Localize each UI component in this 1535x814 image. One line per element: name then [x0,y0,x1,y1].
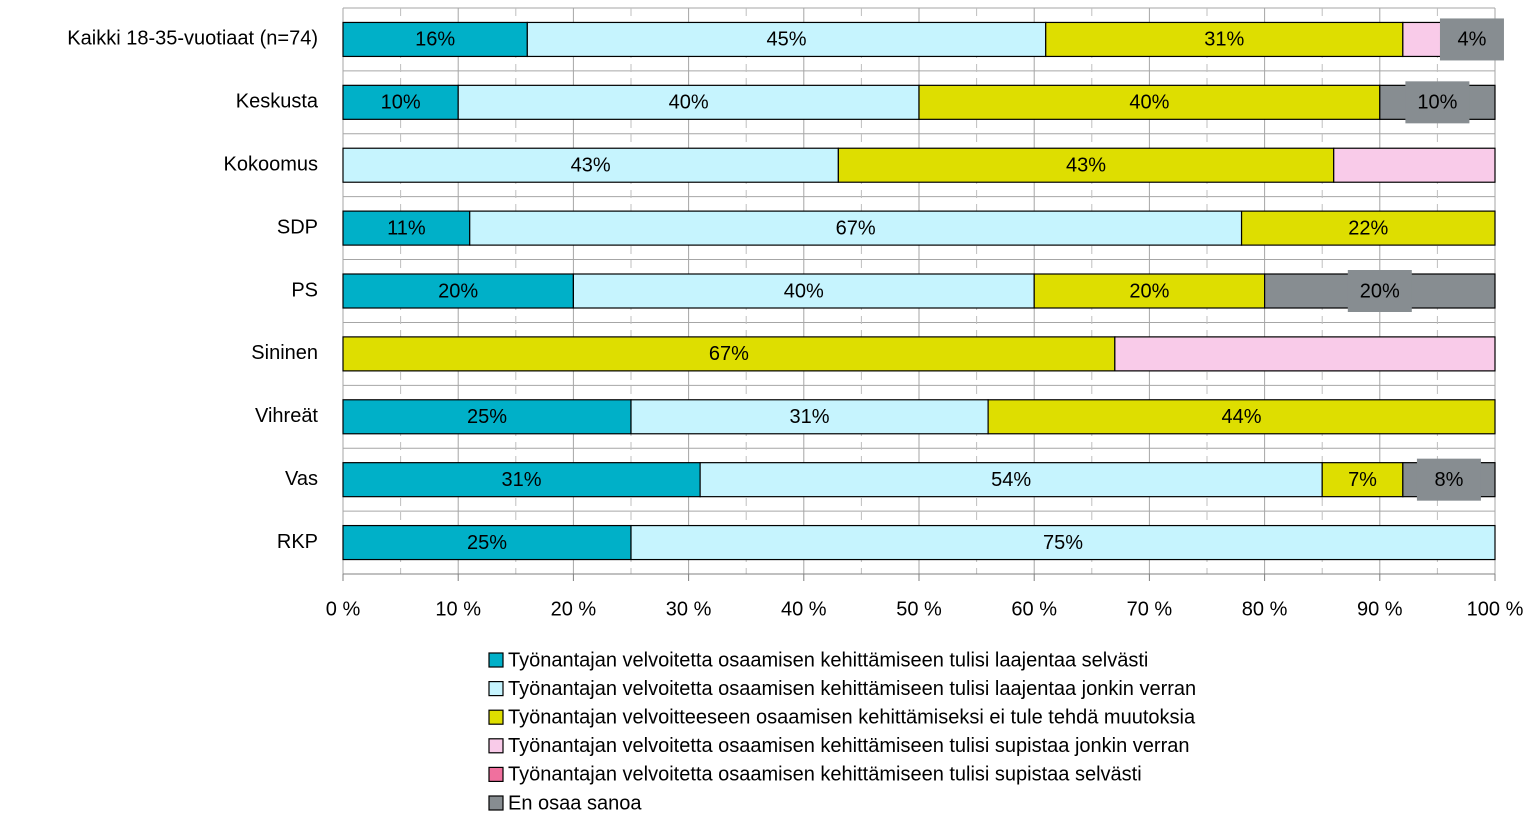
bar-segment [469,210,1243,246]
x-tick-label: 50 % [896,598,942,620]
x-tick-label: 80 % [1242,598,1288,620]
y-tick-label: Keskusta [236,91,319,113]
bar-segment [526,21,1047,58]
data-label: 7% [1348,469,1377,491]
data-label: 45% [767,29,807,51]
bar-segment [630,399,989,435]
bar-segment [1333,147,1496,183]
x-tick-label: 40 % [781,598,827,620]
x-tick-label: 100 % [1467,598,1524,620]
data-label: 22% [1348,217,1388,239]
legend-label: Työnantajan velvoitetta osaamisen kehitt… [508,678,1196,700]
legend-swatch [488,709,504,725]
legend-label: Työnantajan velvoitetta osaamisen kehitt… [508,764,1142,786]
bar-segment [1033,273,1266,309]
data-label: 31% [1204,29,1244,51]
legend-swatch [488,766,504,783]
bar-segment [342,273,574,309]
data-label: 40% [669,92,709,114]
y-tick-label: RKP [277,531,318,553]
x-tick-label: 10 % [435,598,481,620]
bar-segment [918,84,1381,120]
data-label: 31% [502,469,542,491]
y-tick-label: PS [291,279,318,301]
x-tick-label: 0 % [326,598,361,620]
label-box [1405,81,1470,124]
bar-segment [342,210,471,246]
data-label: 25% [467,406,507,428]
bar-segment [342,84,459,120]
data-label: 20% [438,280,478,302]
data-label: 43% [571,155,611,177]
legend-label: En osaa sanoa [508,792,642,814]
data-label: 40% [784,280,824,302]
y-tick-label: SDP [277,216,318,238]
legend-swatch [488,652,504,668]
bar-segment [630,524,1496,561]
legend-label: Työnantajan velvoitetta osaamisen kehitt… [508,649,1148,671]
data-label: 67% [836,217,876,239]
data-label: 11% [387,217,426,239]
bar-segment [837,147,1335,183]
bar-segment [1114,336,1496,372]
y-tick-label: Kaikki 18-35-vuotiaat (n=74) [67,28,318,50]
y-tick-label: Vas [285,468,318,490]
bar-segment [342,399,632,435]
data-label: 75% [1043,532,1083,554]
data-label: 40% [1129,92,1169,114]
bar-segment [987,399,1496,435]
bar-segment [1240,210,1496,246]
bar-segment [342,462,701,498]
data-label: 67% [709,343,749,365]
bar-segment [342,147,839,183]
data-label: 10% [1417,92,1457,114]
data-label: 16% [415,29,455,51]
bar-segment [457,84,920,120]
x-tick-label: 90 % [1357,598,1403,620]
data-label: 43% [1066,155,1106,177]
label-box [1347,270,1412,312]
bar-segment [342,336,1116,372]
label-box [1439,18,1504,61]
data-label: 8% [1434,469,1463,491]
data-label: 4% [1458,29,1487,51]
bar-segment [1321,462,1404,498]
data-label: 44% [1222,406,1262,428]
x-tick-label: 70 % [1127,598,1173,620]
x-tick-label: 20 % [551,598,597,620]
legend-label: Työnantajan velvoitetta osaamisen kehitt… [508,735,1189,757]
label-box [1416,458,1481,501]
data-label: 31% [790,406,830,428]
bar-segment [342,524,632,561]
y-tick-label: Vihreät [255,405,318,427]
data-label: 54% [991,469,1031,491]
x-tick-label: 30 % [666,598,712,620]
data-label: 20% [1129,280,1169,302]
legend-swatch [488,795,504,811]
y-tick-label: Sininen [251,342,318,364]
data-label: 20% [1360,280,1400,302]
legend-swatch [488,738,504,754]
data-label: 25% [467,532,507,554]
legend-label: Työnantajan velvoitteeseen osaamisen keh… [508,706,1196,728]
legend-swatch [488,680,504,697]
y-tick-label: Kokoomus [224,154,319,176]
data-label: 10% [381,92,421,114]
x-tick-label: 60 % [1011,598,1057,620]
